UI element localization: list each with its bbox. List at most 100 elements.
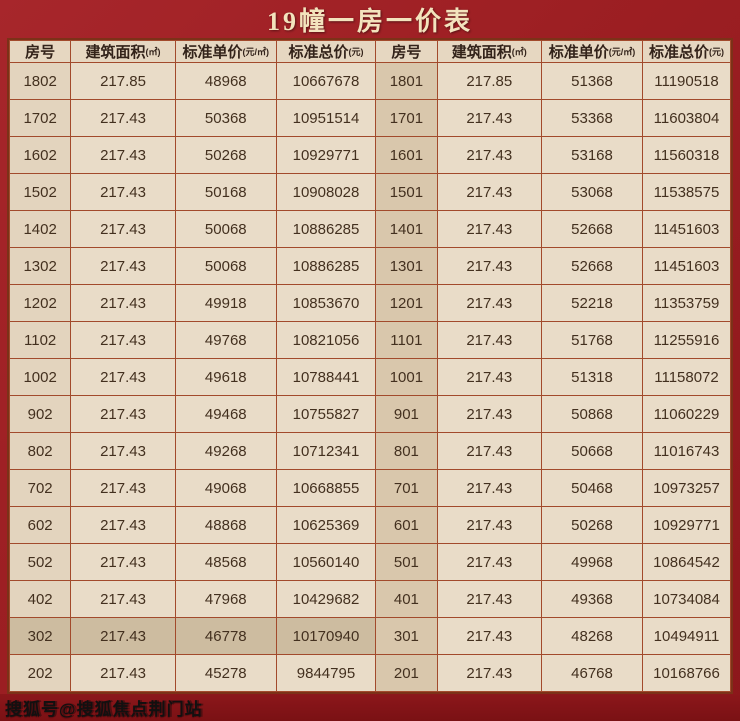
table-cell: 11353759 bbox=[641, 284, 732, 322]
table-row: 1102 217.43 49768 10821056 1101 217.43 51768 11… bbox=[8, 321, 732, 359]
table-cell: 217.43 bbox=[436, 395, 543, 433]
table-cell: 1301 bbox=[375, 247, 438, 285]
table-cell: 202 bbox=[8, 654, 72, 692]
table-cell: 10908028 bbox=[275, 173, 377, 211]
table-cell: 1402 bbox=[8, 210, 72, 248]
table-cell: 402 bbox=[8, 580, 72, 618]
table-row: 702 217.43 49068 10668855 701 217.43 50468 1097… bbox=[8, 469, 732, 507]
table-cell: 217.43 bbox=[70, 99, 176, 137]
header-unit: (元/㎡) bbox=[242, 47, 270, 57]
header-label: 房号 bbox=[391, 44, 422, 61]
table-cell: 10929771 bbox=[641, 506, 732, 544]
table-row: 1602 217.43 50268 10929771 1601 217.43 53168 11… bbox=[8, 136, 732, 174]
table-cell: 46778 bbox=[174, 617, 277, 655]
table-cell: 1201 bbox=[375, 284, 438, 322]
table-cell: 217.43 bbox=[436, 654, 543, 692]
table-cell: 50268 bbox=[174, 136, 277, 174]
price-table: 房号 建筑面积(㎡) 标准单价(元/㎡) 标准总价(元) 房号 建筑面积(㎡) 标准单价(元… bbox=[8, 40, 732, 692]
table-cell: 52668 bbox=[541, 247, 643, 285]
table-cell: 10625369 bbox=[275, 506, 377, 544]
table-cell: 50268 bbox=[541, 506, 643, 544]
table-cell: 11190518 bbox=[641, 62, 732, 100]
table-cell: 217.43 bbox=[436, 99, 543, 137]
table-cell: 11560318 bbox=[641, 136, 732, 174]
table-cell: 217.43 bbox=[436, 358, 543, 396]
header-cell: 标准单价(元/㎡) bbox=[541, 40, 643, 63]
table-cell: 11255916 bbox=[641, 321, 732, 359]
table-cell: 10168766 bbox=[641, 654, 732, 692]
table-cell: 11016743 bbox=[641, 432, 732, 470]
table-cell: 217.85 bbox=[436, 62, 543, 100]
table-cell: 45278 bbox=[174, 654, 277, 692]
table-cell: 10668855 bbox=[275, 469, 377, 507]
table-cell: 302 bbox=[8, 617, 72, 655]
header-label: 标准总价 bbox=[648, 44, 709, 61]
table-cell: 10755827 bbox=[275, 395, 377, 433]
table-cell: 50868 bbox=[541, 395, 643, 433]
table-cell: 50368 bbox=[174, 99, 277, 137]
table-cell: 11158072 bbox=[641, 358, 732, 396]
table-cell: 1701 bbox=[375, 99, 438, 137]
header-cell: 建筑面积(㎡) bbox=[436, 40, 543, 63]
table-cell: 53168 bbox=[541, 136, 643, 174]
table-cell: 52668 bbox=[541, 210, 643, 248]
table-cell: 217.43 bbox=[70, 580, 176, 618]
table-cell: 10494911 bbox=[641, 617, 732, 655]
table-row: 1702 217.43 50368 10951514 1701 217.43 53368 11… bbox=[8, 99, 732, 137]
table-cell: 1102 bbox=[8, 321, 72, 359]
table-cell: 217.43 bbox=[436, 506, 543, 544]
table-cell: 9844795 bbox=[275, 654, 377, 692]
table-cell: 217.43 bbox=[436, 432, 543, 470]
table-cell: 1601 bbox=[375, 136, 438, 174]
header-label: 建筑面积 bbox=[85, 44, 146, 61]
table-cell: 49468 bbox=[174, 395, 277, 433]
table-cell: 217.43 bbox=[70, 617, 176, 655]
header-cell: 房号 bbox=[375, 40, 438, 63]
table-cell: 48268 bbox=[541, 617, 643, 655]
table-cell: 10886285 bbox=[275, 210, 377, 248]
table-cell: 53368 bbox=[541, 99, 643, 137]
page-title: 19幢一房一价表 bbox=[266, 6, 473, 36]
table-cell: 48968 bbox=[174, 62, 277, 100]
table-row: 802 217.43 49268 10712341 801 217.43 50668 1101… bbox=[8, 432, 732, 470]
header-cell: 房号 bbox=[8, 40, 72, 63]
table-cell: 217.43 bbox=[436, 284, 543, 322]
table-cell: 10560140 bbox=[275, 543, 377, 581]
table-cell: 53068 bbox=[541, 173, 643, 211]
header-unit: (元) bbox=[709, 47, 724, 57]
table-cell: 49368 bbox=[541, 580, 643, 618]
table-cell: 217.43 bbox=[436, 617, 543, 655]
table-cell: 701 bbox=[375, 469, 438, 507]
table-cell: 10864542 bbox=[641, 543, 732, 581]
table-row: 1402 217.43 50068 10886285 1401 217.43 52668 11… bbox=[8, 210, 732, 248]
table-cell: 601 bbox=[375, 506, 438, 544]
table-cell: 1501 bbox=[375, 173, 438, 211]
table-cell: 49968 bbox=[541, 543, 643, 581]
table-cell: 10667678 bbox=[275, 62, 377, 100]
table-cell: 48568 bbox=[174, 543, 277, 581]
table-cell: 48868 bbox=[174, 506, 277, 544]
header-cell: 建筑面积(㎡) bbox=[70, 40, 176, 63]
header-label: 标准单价 bbox=[182, 44, 243, 61]
table-cell: 10788441 bbox=[275, 358, 377, 396]
table-cell: 11451603 bbox=[641, 247, 732, 285]
table-cell: 1002 bbox=[8, 358, 72, 396]
table-row: 902 217.43 49468 10755827 901 217.43 50868 1106… bbox=[8, 395, 732, 433]
table-cell: 51318 bbox=[541, 358, 643, 396]
table-cell: 10170940 bbox=[275, 617, 377, 655]
table-cell: 502 bbox=[8, 543, 72, 581]
table-cell: 10712341 bbox=[275, 432, 377, 470]
header-unit: (元/㎡) bbox=[608, 47, 636, 57]
table-cell: 217.43 bbox=[70, 247, 176, 285]
table-cell: 10973257 bbox=[641, 469, 732, 507]
table-row: 1802 217.85 48968 10667678 1801 217.85 51368 11… bbox=[8, 62, 732, 100]
table-cell: 11451603 bbox=[641, 210, 732, 248]
table-header: 房号 建筑面积(㎡) 标准单价(元/㎡) 标准总价(元) 房号 建筑面积(㎡) 标准单价(元… bbox=[8, 40, 732, 63]
table-cell: 10853670 bbox=[275, 284, 377, 322]
table-cell: 52218 bbox=[541, 284, 643, 322]
table-cell: 217.43 bbox=[436, 247, 543, 285]
table-cell: 49918 bbox=[174, 284, 277, 322]
table-cell: 1801 bbox=[375, 62, 438, 100]
table-cell: 1401 bbox=[375, 210, 438, 248]
